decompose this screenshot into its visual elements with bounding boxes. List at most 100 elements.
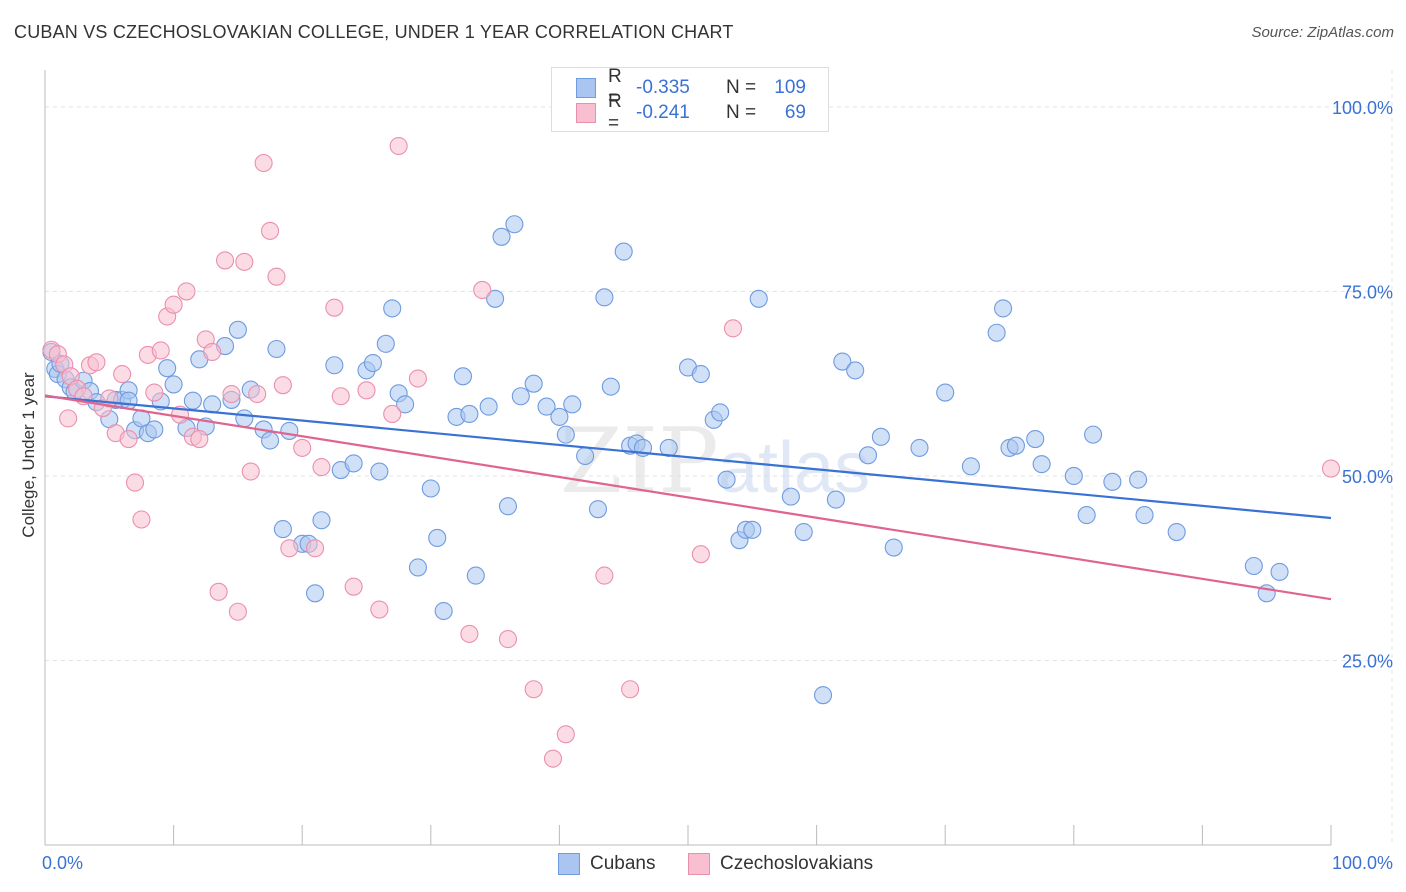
bottom-legend-czechoslovakians: Czechoslovakians bbox=[688, 853, 873, 875]
data-point-czechoslovakians bbox=[389, 136, 408, 156]
y-tick-label: 75.0% bbox=[1342, 282, 1393, 302]
data-point-czechoslovakians bbox=[59, 409, 78, 428]
data-point-cubans bbox=[511, 387, 530, 406]
data-point-cubans bbox=[1084, 425, 1103, 444]
data-point-cubans bbox=[1103, 472, 1122, 491]
data-point-czechoslovakians bbox=[280, 539, 299, 558]
data-point-cubans bbox=[563, 395, 582, 414]
data-point-cubans bbox=[936, 383, 955, 402]
data-point-cubans bbox=[550, 407, 569, 426]
data-point-czechoslovakians bbox=[344, 577, 363, 596]
data-point-cubans bbox=[408, 558, 427, 577]
data-point-czechoslovakians bbox=[235, 252, 254, 271]
data-point-czechoslovakians bbox=[260, 221, 280, 240]
trend-lines bbox=[44, 394, 1332, 601]
data-point-czechoslovakians bbox=[312, 458, 331, 477]
grid-lines bbox=[45, 70, 1393, 845]
data-point-cubans bbox=[164, 375, 183, 394]
tick-labels: 25.0% 50.0% 75.0% 100.0% 0.0% 100.0% bbox=[42, 98, 1393, 873]
data-point-cubans bbox=[203, 395, 222, 414]
data-point-czechoslovakians bbox=[691, 545, 710, 564]
data-point-cubans bbox=[325, 356, 344, 375]
data-point-czechoslovakians bbox=[177, 282, 196, 301]
data-point-cubans bbox=[453, 367, 473, 386]
data-point-czechoslovakians bbox=[460, 624, 479, 643]
data-point-cubans bbox=[396, 395, 415, 414]
y-axis-label: College, Under 1 year bbox=[19, 372, 38, 538]
data-point-cubans bbox=[961, 457, 980, 476]
data-point-czechoslovakians bbox=[164, 295, 183, 314]
data-point-cubans bbox=[370, 462, 389, 481]
data-point-cubans bbox=[235, 409, 254, 428]
data-point-czechoslovakians bbox=[248, 384, 267, 404]
n-label: N = bbox=[726, 102, 757, 123]
data-point-czechoslovakians bbox=[267, 267, 286, 286]
data-point-czechoslovakians bbox=[325, 298, 344, 317]
data-point-cubans bbox=[813, 686, 833, 705]
data-point-czechoslovakians bbox=[357, 381, 376, 400]
data-point-czechoslovakians bbox=[145, 383, 164, 402]
trend-line-czechoslovakians bbox=[44, 394, 1332, 601]
data-point-czechoslovakians bbox=[524, 680, 543, 699]
data-point-cubans bbox=[280, 421, 299, 440]
data-point-cubans bbox=[1077, 506, 1096, 525]
data-point-cubans bbox=[466, 566, 485, 585]
data-point-cubans bbox=[312, 511, 331, 530]
data-point-czechoslovakians bbox=[241, 462, 260, 481]
data-point-czechoslovakians bbox=[203, 342, 222, 362]
data-point-cubans bbox=[1026, 429, 1045, 449]
x-tick-label: 100.0% bbox=[1332, 853, 1393, 873]
data-point-czechoslovakians bbox=[151, 341, 170, 360]
data-point-czechoslovakians bbox=[222, 384, 241, 404]
y-tick-label: 25.0% bbox=[1342, 651, 1393, 671]
x-tick-label: 0.0% bbox=[42, 853, 83, 873]
cubans-swatch bbox=[576, 78, 596, 98]
data-point-cubans bbox=[267, 339, 286, 359]
data-point-cubans bbox=[460, 404, 479, 424]
data-point-cubans bbox=[884, 538, 903, 557]
data-point-cubans bbox=[711, 403, 730, 422]
data-point-cubans bbox=[537, 397, 556, 416]
data-point-cubans bbox=[1129, 470, 1148, 489]
data-point-cubans bbox=[858, 446, 878, 465]
data-point-cubans bbox=[479, 397, 498, 416]
data-point-cubans bbox=[486, 289, 505, 308]
data-point-cubans bbox=[383, 299, 402, 318]
data-point-cubans bbox=[1244, 556, 1263, 576]
data-point-cubans bbox=[119, 391, 138, 410]
data-point-czechoslovakians bbox=[209, 582, 228, 601]
data-point-cubans bbox=[1006, 436, 1025, 455]
data-point-cubans bbox=[994, 299, 1013, 318]
data-point-czechoslovakians bbox=[273, 376, 292, 395]
data-point-cubans bbox=[376, 334, 395, 353]
legend-row-czechoslovakians: R = -0.241 N = 69 bbox=[576, 91, 806, 134]
data-point-cubans bbox=[524, 374, 543, 393]
trend-line-cubans bbox=[44, 395, 1332, 520]
data-point-czechoslovakians bbox=[132, 510, 151, 529]
data-point-czechoslovakians bbox=[87, 353, 106, 372]
data-point-cubans bbox=[158, 359, 177, 378]
data-point-cubans bbox=[576, 446, 595, 466]
data-point-cubans bbox=[987, 323, 1006, 342]
data-point-cubans bbox=[498, 497, 518, 516]
data-point-czechoslovakians bbox=[1321, 459, 1341, 478]
data-point-cubans bbox=[228, 320, 247, 339]
data-point-cubans bbox=[1032, 455, 1051, 474]
data-point-cubans bbox=[794, 522, 813, 542]
data-point-czechoslovakians bbox=[723, 319, 743, 338]
data-point-cubans bbox=[492, 227, 511, 246]
data-point-czechoslovakians bbox=[125, 473, 145, 492]
axes bbox=[44, 70, 1332, 846]
chart-title: CUBAN VS CZECHOSLOVAKIAN COLLEGE, UNDER … bbox=[14, 22, 734, 42]
data-point-cubans bbox=[434, 601, 453, 621]
data-point-cubans bbox=[1270, 562, 1289, 581]
data-point-czechoslovakians bbox=[621, 680, 640, 699]
data-point-czechoslovakians bbox=[498, 630, 518, 649]
data-point-cubans bbox=[363, 353, 382, 373]
data-point-czechoslovakians bbox=[543, 749, 563, 768]
data-point-cubans bbox=[306, 584, 325, 603]
data-point-czechoslovakians bbox=[408, 369, 427, 388]
data-point-cubans bbox=[614, 242, 633, 261]
data-point-cubans bbox=[1167, 522, 1186, 542]
r-label: R = bbox=[608, 66, 622, 109]
